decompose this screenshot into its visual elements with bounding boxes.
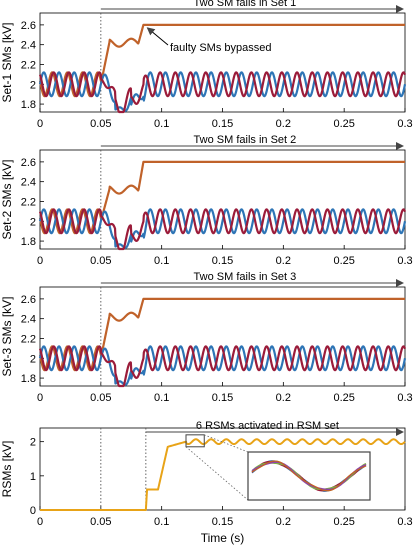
zoom-connector: [185, 446, 249, 501]
y-tick-label: 2: [30, 216, 36, 228]
y-tick-label: 1.8: [21, 99, 36, 111]
annotation-text: 6 RSMs activated in RSM set: [196, 420, 339, 432]
y-tick-label: 2.4: [21, 40, 36, 52]
series-line-healthy-3: [38, 71, 407, 114]
x-tick-label: 0.05: [90, 392, 111, 404]
chart-panel-1: 0 0.05 0.1 0.15 0.2 0.25 0.3 1.8 2 2.2 2.4 2.6 Set-1…: [0, 0, 413, 130]
series-line-healthy-2: [38, 71, 407, 112]
y-tick-label: 1: [30, 471, 36, 483]
y-axis-label: Set-2 SMs [kV]: [0, 159, 14, 239]
x-tick-label: 0.25: [333, 255, 354, 267]
y-axis-label: Set-3 SMs [kV]: [0, 296, 14, 376]
x-tick-label: 0.05: [90, 255, 111, 267]
annotation-text: faulty SMs bypassed: [170, 42, 272, 54]
x-tick-label: 0.15: [212, 255, 233, 267]
series-line-healthy-2: [38, 345, 407, 386]
x-tick-label: 0.25: [333, 118, 354, 130]
x-tick-label: 0.15: [212, 392, 233, 404]
x-tick-label: 0.3: [397, 255, 412, 267]
x-tick-label: 0.15: [212, 516, 233, 528]
zoom-connector: [204, 434, 249, 453]
x-tick-label: 0.1: [154, 516, 169, 528]
x-tick-label: 0.2: [276, 392, 291, 404]
series-line-rsm-1: [39, 438, 406, 511]
y-tick-label: 2.4: [21, 177, 36, 189]
y-tick-label: 2.6: [21, 20, 36, 32]
y-tick-label: 2: [30, 353, 36, 365]
series-line-healthy-2: [38, 208, 407, 249]
y-tick-label: 1.8: [21, 236, 36, 248]
x-tick-label: 0.3: [397, 118, 412, 130]
y-tick-label: 1.8: [21, 373, 36, 385]
x-tick-label: 0.2: [276, 516, 291, 528]
annotation-text: Two SM fails in Set 2: [194, 134, 297, 146]
zoom-region-box: [185, 434, 205, 448]
chart-panel-3: 0 0.05 0.1 0.15 0.2 0.25 0.3 1.8 2 2.2 2.4 2.6 Set-3…: [0, 271, 413, 404]
annotation-text: Two SM fails in Set 3: [194, 271, 297, 283]
series-line-healthy-3: [38, 345, 407, 388]
y-tick-label: 2.6: [21, 157, 36, 169]
y-tick-label: 2: [30, 79, 36, 91]
y-tick-label: 2.2: [21, 333, 36, 345]
x-tick-label: 0.05: [90, 516, 111, 528]
y-tick-label: 2.2: [21, 196, 36, 208]
x-tick-label: 0: [37, 516, 43, 528]
y-tick-label: 0: [30, 505, 36, 517]
x-tick-label: 0.2: [276, 118, 291, 130]
y-tick-label: 2.6: [21, 294, 36, 306]
x-tick-label: 0: [37, 255, 43, 267]
x-tick-label: 0.1: [154, 118, 169, 130]
x-tick-label: 0.25: [333, 516, 354, 528]
x-tick-label: 0: [37, 392, 43, 404]
y-tick-label: 2.2: [21, 59, 36, 71]
series-line-healthy-3: [38, 208, 407, 251]
y-axis-label: Set-1 SMs [kV]: [0, 22, 14, 102]
x-tick-label: 0.15: [212, 118, 233, 130]
x-tick-label: 0.25: [333, 392, 354, 404]
y-axis-label: RSMs [kV]: [0, 441, 14, 498]
x-tick-label: 0.1: [154, 255, 169, 267]
x-tick-label: 0.2: [276, 255, 291, 267]
x-tick-label: 0: [37, 118, 43, 130]
x-tick-label: 0.3: [397, 516, 412, 528]
x-axis-label: Time (s): [201, 531, 245, 545]
x-tick-label: 0.05: [90, 118, 111, 130]
inset-series-line: [251, 461, 367, 490]
annotation-pointer-arrow: [146, 27, 169, 46]
annotation-text: Two SM fails in Set 1: [194, 0, 297, 9]
chart-panel-4: 0 0.05 0.1 0.15 0.2 0.25 0.3 0 1 2 RSMs [kV] Time (…: [0, 420, 413, 545]
x-tick-label: 0.3: [397, 392, 412, 404]
x-tick-label: 0.1: [154, 392, 169, 404]
y-tick-label: 2: [30, 437, 36, 449]
inset-series-line: [251, 460, 367, 492]
y-tick-label: 2.4: [21, 314, 36, 326]
chart-panel-2: 0 0.05 0.1 0.15 0.2 0.25 0.3 1.8 2 2.2 2.4 2.6 Set-2…: [0, 134, 413, 267]
